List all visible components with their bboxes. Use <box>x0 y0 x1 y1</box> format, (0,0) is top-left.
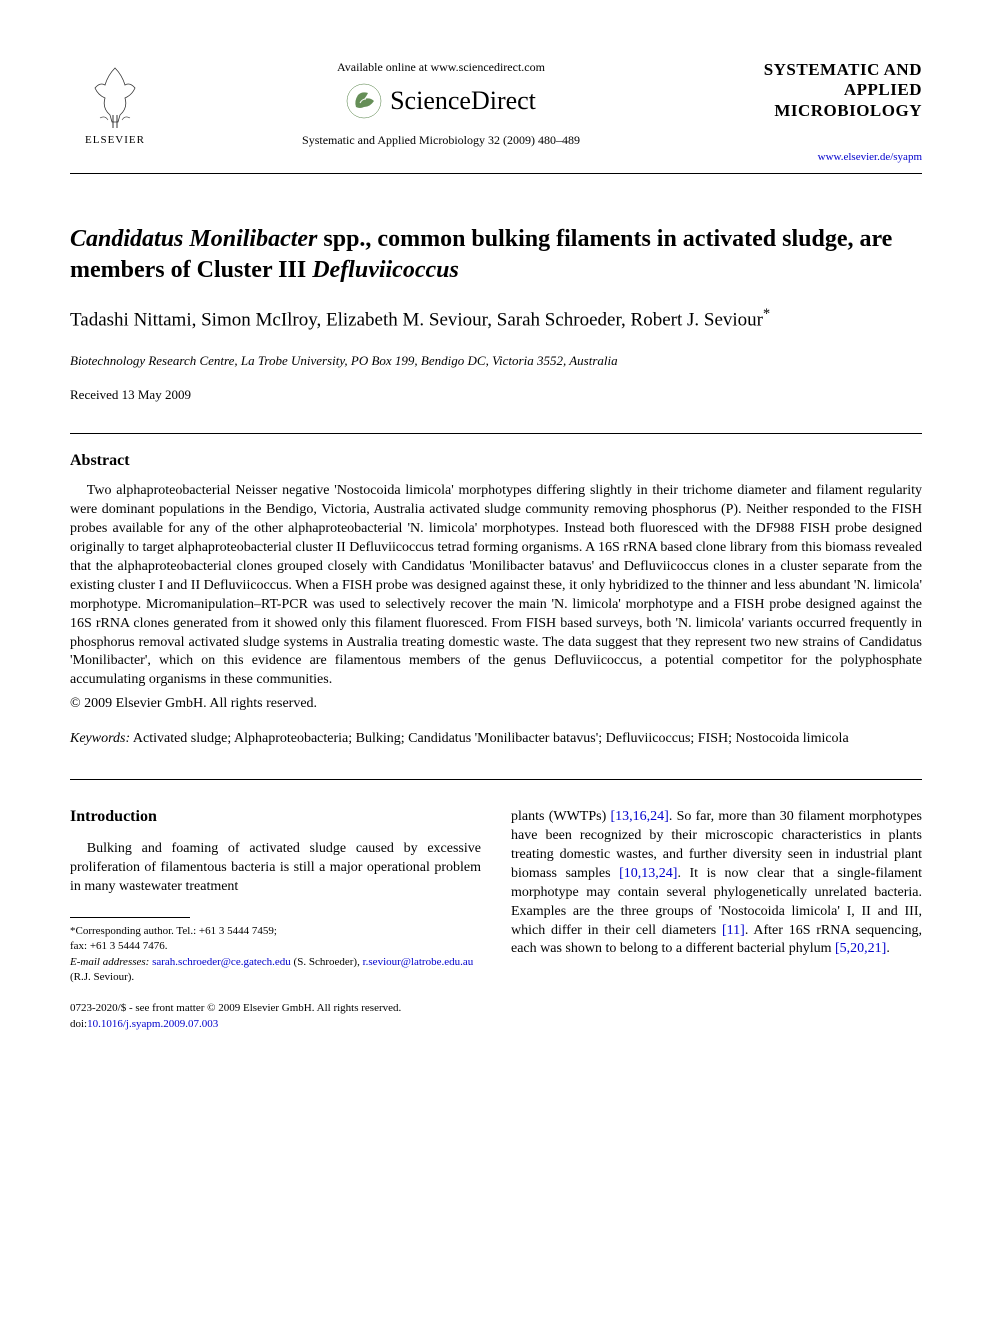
sciencedirect-row: ScienceDirect <box>180 83 702 119</box>
email-2-name: (R.J. Seviour). <box>70 971 134 983</box>
corresponding-tel: *Corresponding author. Tel.: +61 3 5444 … <box>70 924 481 939</box>
doi-line: doi:10.1016/j.syapm.2009.07.003 <box>70 1017 481 1032</box>
authors-list: Tadashi Nittami, Simon McIlroy, Elizabet… <box>70 305 922 334</box>
center-header: Available online at www.sciencedirect.co… <box>160 60 722 148</box>
sciencedirect-icon <box>346 83 382 119</box>
intro-col2-p1: plants (WWTPs) <box>511 809 611 824</box>
elsevier-tree-icon <box>80 60 150 130</box>
corresponding-marker: * <box>763 306 770 322</box>
header-row: ELSEVIER Available online at www.science… <box>70 60 922 163</box>
journal-title-line1: SYSTEMATIC AND <box>722 60 922 80</box>
intro-col2-p5: . <box>886 941 890 956</box>
left-column: Introduction Bulking and foaming of acti… <box>70 808 481 1032</box>
right-column: plants (WWTPs) [13,16,24]. So far, more … <box>511 808 922 1032</box>
abstract-copyright: © 2009 Elsevier GmbH. All rights reserve… <box>70 696 922 712</box>
footer-info: 0723-2020/$ - see front matter © 2009 El… <box>70 1001 481 1032</box>
header-divider <box>70 173 922 174</box>
title-italic-2: Defluviicoccus <box>312 257 459 283</box>
body-columns: Introduction Bulking and foaming of acti… <box>70 808 922 1032</box>
available-online-text: Available online at www.sciencedirect.co… <box>180 60 702 75</box>
email-2[interactable]: r.seviour@latrobe.edu.au <box>363 956 474 968</box>
corresponding-footnote: *Corresponding author. Tel.: +61 3 5444 … <box>70 924 481 986</box>
introduction-heading: Introduction <box>70 808 481 826</box>
email-addresses: E-mail addresses: sarah.schroeder@ce.gat… <box>70 955 481 986</box>
received-date: Received 13 May 2009 <box>70 387 922 403</box>
abstract-text: Two alphaproteobacterial Neisser negativ… <box>70 482 922 690</box>
keywords-text: Activated sludge; Alphaproteobacteria; B… <box>130 731 849 746</box>
affiliation: Biotechnology Research Centre, La Trobe … <box>70 353 922 369</box>
ref-link-3[interactable]: [11] <box>722 923 745 938</box>
ref-link-1[interactable]: [13,16,24] <box>611 809 669 824</box>
article-title: Candidatus Monilibacter spp., common bul… <box>70 224 922 286</box>
email-1[interactable]: sarah.schroeder@ce.gatech.edu <box>152 956 291 968</box>
journal-reference: Systematic and Applied Microbiology 32 (… <box>180 133 702 148</box>
journal-logo-block: SYSTEMATIC AND APPLIED MICROBIOLOGY www.… <box>722 60 922 163</box>
corresponding-fax: fax: +61 3 5444 7476. <box>70 939 481 954</box>
journal-title-line2: APPLIED MICROBIOLOGY <box>722 80 922 121</box>
doi-link[interactable]: 10.1016/j.syapm.2009.07.003 <box>87 1018 218 1030</box>
authors-text: Tadashi Nittami, Simon McIlroy, Elizabet… <box>70 309 763 330</box>
ref-link-4[interactable]: [5,20,21] <box>835 941 886 956</box>
keywords-label: Keywords: <box>70 731 130 746</box>
sciencedirect-text: ScienceDirect <box>390 86 536 116</box>
intro-paragraph-1: Bulking and foaming of activated sludge … <box>70 840 481 897</box>
abstract-heading: Abstract <box>70 452 922 470</box>
abstract-top-divider <box>70 433 922 434</box>
footnote-divider <box>70 917 190 918</box>
email-1-name: (S. Schroeder), <box>291 956 360 968</box>
abstract-bottom-divider <box>70 779 922 780</box>
journal-url[interactable]: www.elsevier.de/syapm <box>722 151 922 163</box>
doi-label: doi: <box>70 1018 87 1030</box>
email-label: E-mail addresses: <box>70 956 149 968</box>
title-italic-1: Candidatus Monilibacter <box>70 226 317 252</box>
abstract-section: Abstract Two alphaproteobacterial Neisse… <box>70 452 922 749</box>
issn-line: 0723-2020/$ - see front matter © 2009 El… <box>70 1001 481 1016</box>
elsevier-logo: ELSEVIER <box>70 60 160 146</box>
keywords: Keywords: Activated sludge; Alphaproteob… <box>70 730 922 749</box>
elsevier-label: ELSEVIER <box>70 134 160 146</box>
intro-paragraph-2: plants (WWTPs) [13,16,24]. So far, more … <box>511 808 922 959</box>
ref-link-2[interactable]: [10,13,24] <box>619 866 677 881</box>
